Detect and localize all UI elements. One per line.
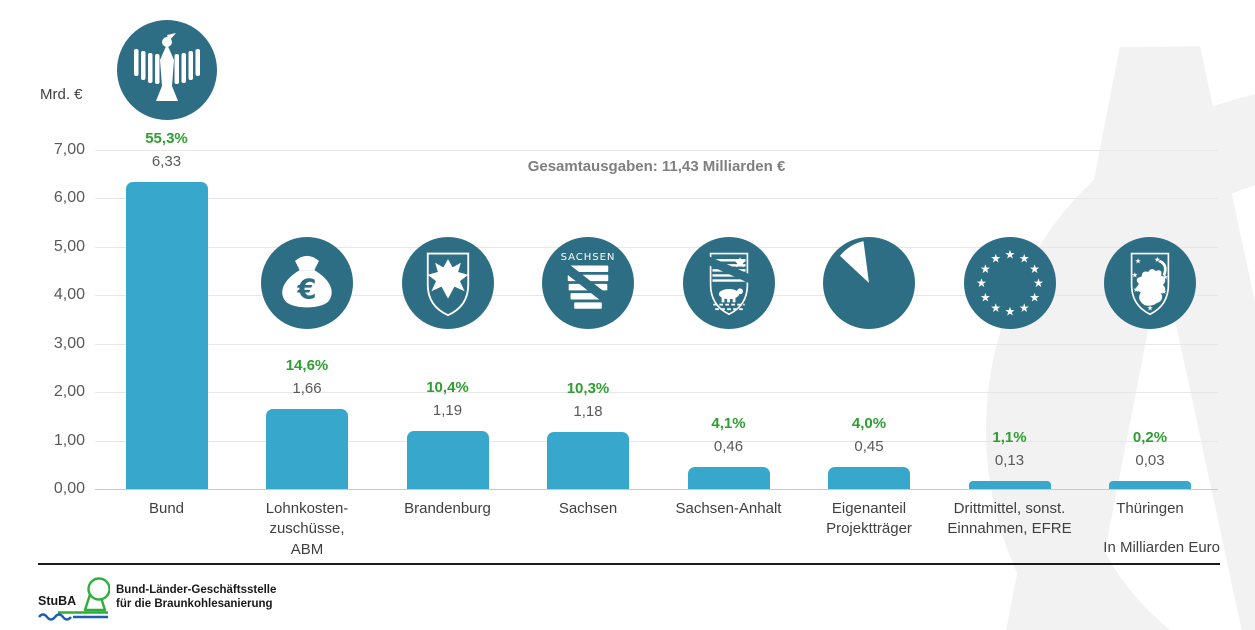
gridline-3,00 (95, 343, 1218, 345)
bar-value-label: 0,46 (713, 438, 744, 455)
y-tick-label: 3,00 (53, 334, 85, 352)
bar (828, 467, 910, 489)
bar-category-label: Drittmittel, sonst. Einnahmen, EFRE (947, 500, 1072, 538)
bar-value-label: 0,45 (854, 438, 884, 455)
sachsen-coat-of-arms-icon (542, 237, 634, 329)
pie-chart-icon (823, 237, 915, 329)
bar (125, 182, 208, 489)
footer-org-line1: Bund-Länder-Geschäftsstelle (116, 584, 277, 596)
unit-footnote: In Milliarden Euro (1103, 539, 1220, 556)
bar-value-label: 1,18 (573, 403, 603, 420)
gridline-4,00 (95, 295, 1218, 297)
footer-org-name: Bund-Länder-Geschäftsstelle für die Brau… (116, 574, 276, 612)
bar-percent-label: 0,2% (1132, 429, 1168, 446)
bar (687, 467, 770, 489)
bar-category-label: Thüringen (1116, 500, 1184, 517)
stuba-logo-icon: StuBA (38, 577, 110, 621)
y-tick-label: 6,00 (53, 189, 85, 207)
gridline-0,00 (95, 489, 1218, 490)
bar-category-label: Brandenburg (404, 500, 491, 517)
footer-separator (38, 563, 1220, 565)
gridline-1,00 (95, 440, 1218, 442)
bar-value-label: 1,66 (292, 380, 322, 397)
bar-percent-label: 10,3% (566, 380, 610, 397)
bar-percent-label: 10,4% (426, 379, 469, 396)
y-tick-label: 5,00 (53, 237, 85, 255)
thueringen-coat-of-arms-icon (1104, 237, 1196, 329)
gridline-5,00 (95, 246, 1218, 248)
gridline-6,00 (95, 198, 1218, 200)
bar-category-label: Sachsen-Anhalt (675, 500, 782, 517)
bar-category-label: Eigenanteil Projektträger (826, 500, 912, 538)
bar-category-label: Bund (148, 500, 185, 517)
chart-title: Gesamtausgaben: 11,43 Milliarden € (527, 158, 786, 175)
y-axis-unit-label: Mrd. € (40, 86, 83, 103)
gridline-7,00 (95, 150, 1218, 151)
money-bag-euro-icon (261, 237, 353, 329)
bar-percent-label: 55,3% (145, 130, 188, 147)
brandenburg-eagle-icon (402, 237, 494, 329)
gridline-2,00 (95, 392, 1218, 394)
y-tick-label: 0,00 (53, 480, 85, 497)
bar-value-label: 0,03 (1135, 452, 1165, 469)
bar (968, 481, 1051, 489)
y-tick-label: 1,00 (53, 431, 85, 449)
bar (406, 431, 489, 489)
bar-percent-label: 1,1% (992, 429, 1027, 446)
bar-percent-label: 14,6% (285, 357, 329, 374)
bund-eagle-icon (117, 20, 217, 120)
bar-category-label: Lohnkosten- zuschüsse, ABM (265, 500, 349, 558)
bar-value-label: 0,13 (994, 452, 1025, 469)
bar (266, 409, 348, 489)
bar-percent-label: 4,0% (851, 415, 887, 432)
footer-org-line2: für die Braunkohlesanierung (116, 597, 273, 610)
footer-logo-block: StuBA Bund-Länder-Geschäftsstelle für di… (38, 574, 276, 622)
eu-stars-icon (964, 237, 1056, 329)
bar-percent-label: 4,1% (711, 415, 746, 432)
bar-value-label: 6,33 (151, 153, 182, 170)
sachsen-anhalt-coat-of-arms-icon (683, 237, 775, 329)
stuba-logo-text: StuBA (38, 594, 76, 608)
y-tick-label: 7,00 (53, 141, 85, 158)
y-tick-label: 4,00 (53, 286, 85, 304)
bar (547, 432, 629, 489)
bar-category-label: Sachsen (558, 500, 618, 517)
bar-value-label: 1,19 (432, 402, 463, 419)
y-tick-label: 2,00 (53, 383, 85, 401)
bar (1109, 481, 1191, 489)
